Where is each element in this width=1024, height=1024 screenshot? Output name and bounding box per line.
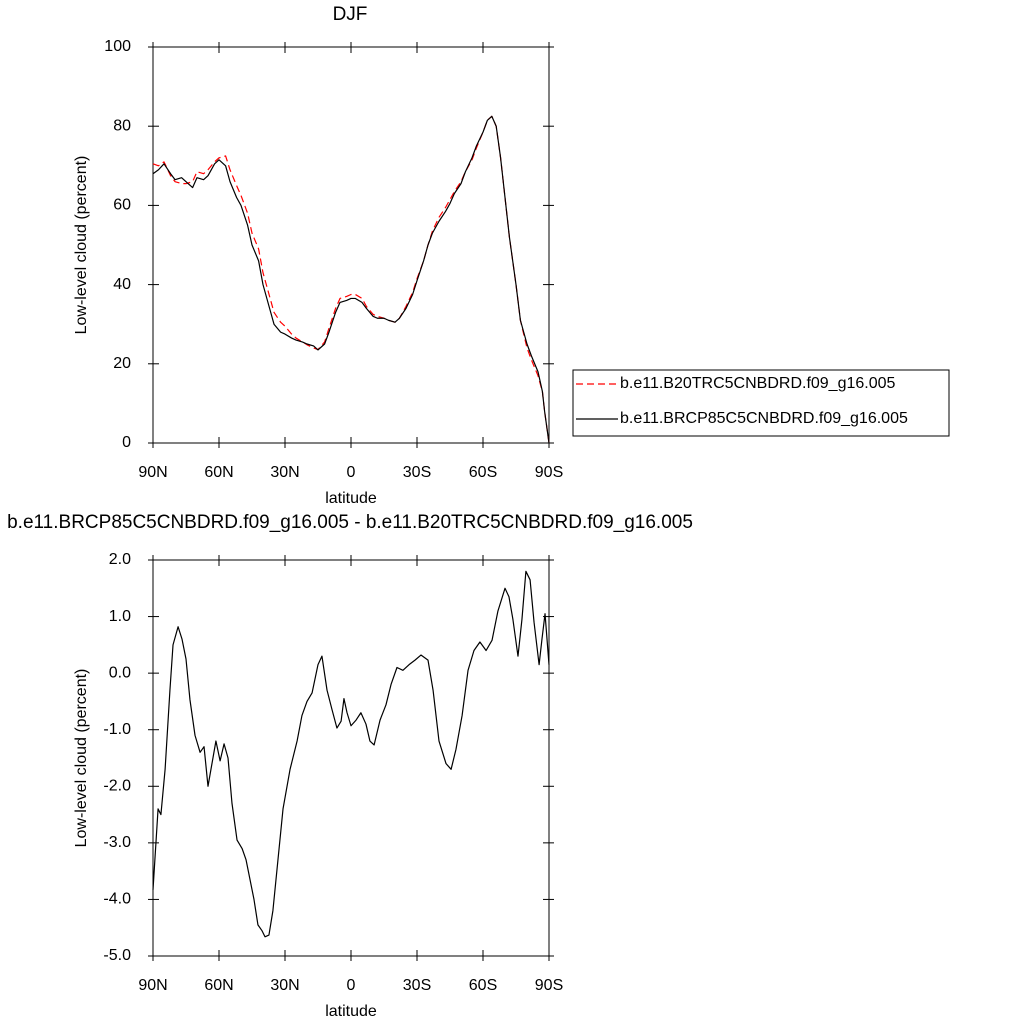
x-tick-label: 0 bbox=[347, 464, 356, 481]
data-line bbox=[152, 115, 550, 444]
y-tick-label: 20 bbox=[113, 355, 131, 372]
chart-title: DJF bbox=[333, 4, 368, 25]
x-tick-label: 60S bbox=[469, 977, 497, 994]
x-tick-label: 60N bbox=[204, 977, 233, 994]
x-tick-label: 60S bbox=[469, 464, 497, 481]
chart-title: b.e11.BRCP85C5CNBDRD.f09_g16.005 - b.e11… bbox=[7, 512, 693, 533]
x-tick-label: 30S bbox=[403, 977, 431, 994]
x-tick-label: 0 bbox=[347, 977, 356, 994]
y-tick-label: 1.0 bbox=[109, 608, 131, 625]
y-tick-label: 0 bbox=[122, 434, 131, 451]
y-tick-label: -4.0 bbox=[103, 891, 131, 908]
y-tick-label: -1.0 bbox=[103, 721, 131, 738]
plot-frame bbox=[152, 46, 550, 444]
x-tick-label: 90N bbox=[138, 464, 167, 481]
y-tick-label: 60 bbox=[113, 197, 131, 214]
x-tick-label: 30N bbox=[270, 464, 299, 481]
y-axis-label: Low-level cloud (percent) bbox=[73, 669, 90, 848]
x-axis-label: latitude bbox=[325, 490, 377, 507]
legend-label: b.e11.BRCP85C5CNBDRD.f09_g16.005 bbox=[620, 410, 908, 427]
x-tick-label: 90S bbox=[535, 977, 563, 994]
legend-box bbox=[572, 369, 950, 437]
y-tick-label: 0.0 bbox=[109, 664, 131, 681]
y-tick-label: -3.0 bbox=[103, 834, 131, 851]
y-tick-label: 2.0 bbox=[109, 551, 131, 568]
x-tick-label: 30S bbox=[403, 464, 431, 481]
x-tick-label: 90N bbox=[138, 977, 167, 994]
y-tick-label: 80 bbox=[113, 117, 131, 134]
x-tick-label: 90S bbox=[535, 464, 563, 481]
data-line bbox=[152, 570, 550, 938]
y-tick-label: 40 bbox=[113, 276, 131, 293]
y-tick-label: -2.0 bbox=[103, 778, 131, 795]
y-tick-label: 100 bbox=[104, 38, 131, 55]
y-tick-label: -5.0 bbox=[103, 947, 131, 964]
y-axis-label: Low-level cloud (percent) bbox=[73, 156, 90, 335]
data-line bbox=[152, 115, 550, 444]
x-axis-label: latitude bbox=[325, 1003, 377, 1020]
x-tick-label: 30N bbox=[270, 977, 299, 994]
x-tick-label: 60N bbox=[204, 464, 233, 481]
legend-label: b.e11.B20TRC5CNBDRD.f09_g16.005 bbox=[620, 375, 896, 392]
